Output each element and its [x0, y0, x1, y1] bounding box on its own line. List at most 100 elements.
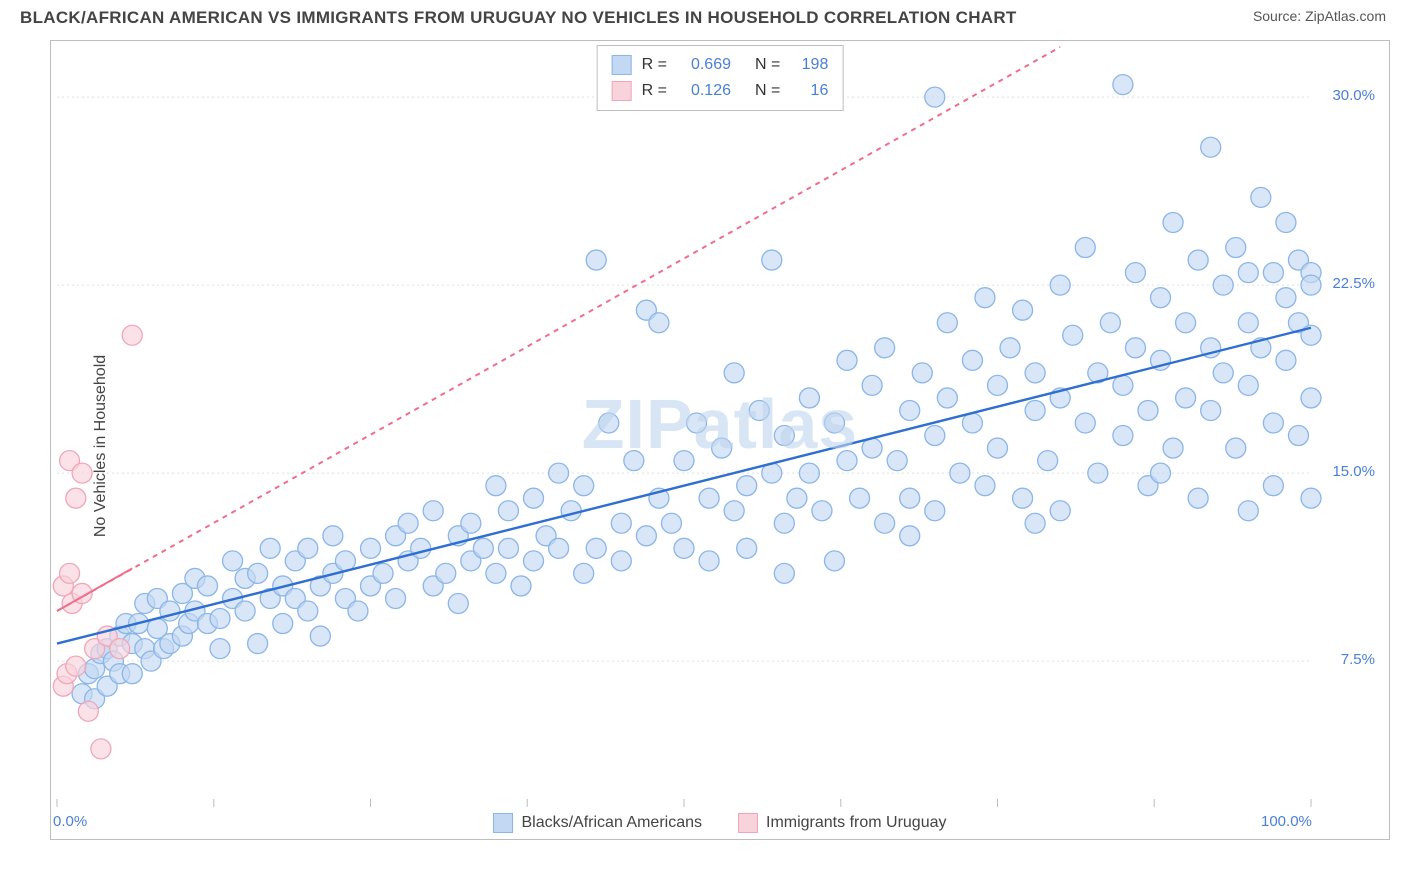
scatter-point	[78, 701, 98, 721]
r-label: R =	[642, 82, 667, 100]
scatter-point	[937, 313, 957, 333]
scatter-point	[875, 338, 895, 358]
scatter-point	[524, 551, 544, 571]
scatter-point	[498, 501, 518, 521]
series-legend: Blacks/African AmericansImmigrants from …	[51, 813, 1389, 833]
scatter-point	[1113, 426, 1133, 446]
r-value: 0.126	[677, 82, 731, 100]
scatter-point	[72, 463, 92, 483]
scatter-point	[611, 513, 631, 533]
scatter-point	[1100, 313, 1120, 333]
scatter-point	[762, 250, 782, 270]
scatter-point	[900, 488, 920, 508]
scatter-point	[511, 576, 531, 596]
y-axis-tick-label: 30.0%	[1332, 87, 1375, 104]
scatter-point	[60, 563, 80, 583]
scatter-point	[66, 656, 86, 676]
scatter-point	[335, 551, 355, 571]
source-attribution: Source: ZipAtlas.com	[1253, 8, 1386, 24]
scatter-point	[937, 388, 957, 408]
scatter-point	[574, 476, 594, 496]
scatter-point	[586, 250, 606, 270]
scatter-point	[636, 526, 656, 546]
scatter-point	[900, 526, 920, 546]
scatter-point	[260, 538, 280, 558]
scatter-point	[1113, 75, 1133, 95]
scatter-point	[1263, 413, 1283, 433]
scatter-point	[1025, 400, 1045, 420]
n-value: 198	[790, 56, 828, 74]
scatter-point	[599, 413, 619, 433]
scatter-point	[611, 551, 631, 571]
legend-swatch	[738, 813, 758, 833]
scatter-point	[223, 551, 243, 571]
legend-swatch	[493, 813, 513, 833]
scatter-point	[110, 639, 130, 659]
scatter-point	[298, 601, 318, 621]
scatter-point	[1000, 338, 1020, 358]
scatter-point	[1063, 325, 1083, 345]
scatter-point	[1151, 288, 1171, 308]
scatter-chart-svg	[51, 41, 1391, 841]
scatter-point	[1188, 250, 1208, 270]
scatter-point	[473, 538, 493, 558]
scatter-point	[824, 413, 844, 433]
legend-swatch	[612, 81, 632, 101]
legend-label: Blacks/African Americans	[521, 814, 702, 832]
scatter-point	[699, 488, 719, 508]
scatter-point	[674, 538, 694, 558]
scatter-point	[586, 538, 606, 558]
scatter-point	[1301, 388, 1321, 408]
scatter-point	[248, 563, 268, 583]
scatter-point	[1013, 488, 1033, 508]
scatter-point	[235, 601, 255, 621]
y-axis-tick-label: 7.5%	[1341, 651, 1375, 668]
scatter-point	[1251, 187, 1271, 207]
scatter-point	[66, 488, 86, 508]
scatter-point	[1138, 400, 1158, 420]
scatter-point	[900, 400, 920, 420]
scatter-point	[1163, 438, 1183, 458]
scatter-point	[1201, 137, 1221, 157]
scatter-point	[486, 563, 506, 583]
chart-title: BLACK/AFRICAN AMERICAN VS IMMIGRANTS FRO…	[20, 8, 1017, 28]
y-axis-tick-label: 15.0%	[1332, 463, 1375, 480]
scatter-point	[1226, 438, 1246, 458]
scatter-point	[1025, 513, 1045, 533]
scatter-point	[310, 626, 330, 646]
scatter-point	[448, 593, 468, 613]
scatter-point	[1075, 238, 1095, 258]
scatter-point	[925, 87, 945, 107]
source-link[interactable]: ZipAtlas.com	[1305, 8, 1386, 24]
scatter-point	[549, 463, 569, 483]
scatter-point	[423, 501, 443, 521]
scatter-point	[875, 513, 895, 533]
scatter-point	[348, 601, 368, 621]
scatter-point	[1288, 426, 1308, 446]
scatter-point	[1238, 501, 1258, 521]
scatter-point	[498, 538, 518, 558]
scatter-point	[687, 413, 707, 433]
scatter-point	[1213, 275, 1233, 295]
scatter-point	[699, 551, 719, 571]
scatter-point	[799, 463, 819, 483]
scatter-point	[1276, 212, 1296, 232]
scatter-point	[1263, 263, 1283, 283]
scatter-point	[925, 426, 945, 446]
scatter-point	[988, 375, 1008, 395]
r-value: 0.669	[677, 56, 731, 74]
scatter-point	[1163, 212, 1183, 232]
y-axis-tick-label: 22.5%	[1332, 275, 1375, 292]
correlation-legend-row: R =0.669N =198	[612, 52, 829, 78]
scatter-point	[850, 488, 870, 508]
scatter-point	[323, 526, 343, 546]
scatter-point	[812, 501, 832, 521]
correlation-legend: R =0.669N =198R =0.126N =16	[597, 45, 844, 111]
scatter-point	[386, 588, 406, 608]
x-axis-tick-label: 0.0%	[53, 813, 87, 830]
scatter-point	[712, 438, 732, 458]
n-label: N =	[755, 82, 780, 100]
scatter-point	[210, 609, 230, 629]
scatter-point	[1013, 300, 1033, 320]
scatter-point	[988, 438, 1008, 458]
